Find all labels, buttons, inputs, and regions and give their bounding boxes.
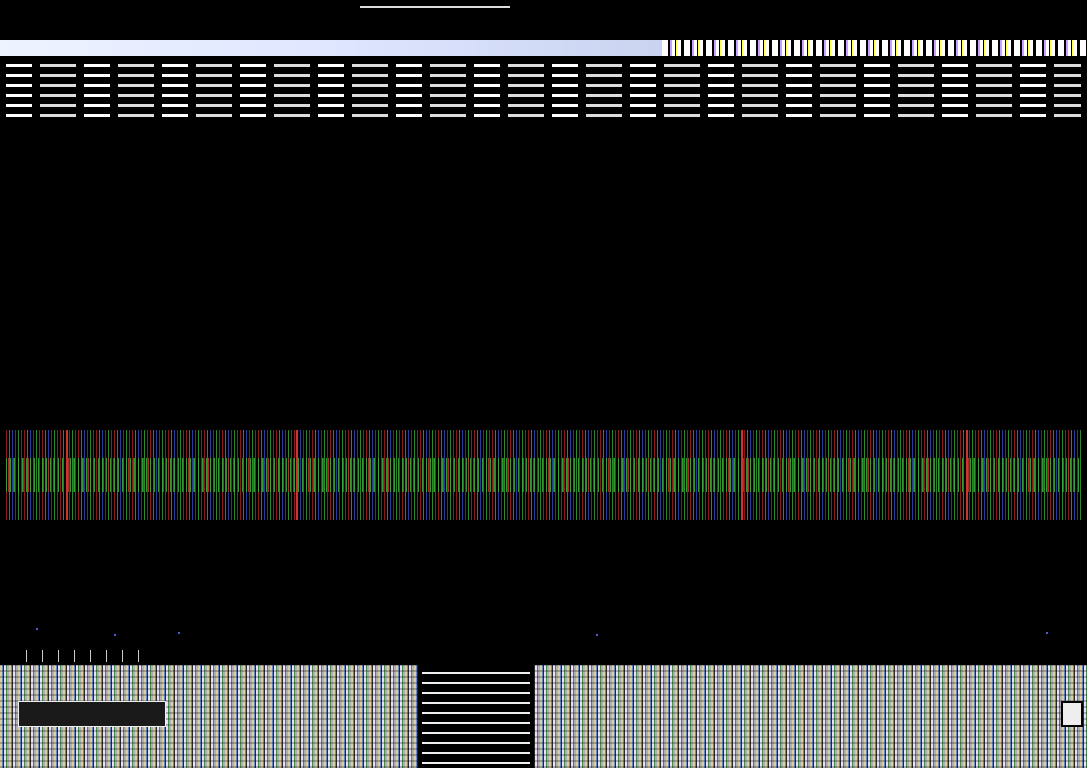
- scatter-point: [1046, 632, 1048, 634]
- barcode-strip: [662, 40, 1087, 56]
- baseline-ticks: [26, 650, 146, 662]
- center-block: [418, 665, 534, 768]
- striped-band: [6, 430, 1081, 520]
- band-divider: [296, 430, 298, 520]
- number-label: [751, 386, 821, 416]
- number-label: [751, 150, 821, 180]
- document-icon[interactable]: [1061, 701, 1083, 727]
- band-divider: [966, 430, 968, 520]
- upper-panel: [6, 120, 1081, 430]
- number-label: [751, 356, 821, 386]
- lower-panel: [6, 520, 1081, 662]
- number-label: [751, 120, 821, 150]
- number-label: [751, 238, 821, 268]
- number-label: [751, 209, 821, 239]
- title-glitch-block: [360, 6, 510, 38]
- dashed-rule: [6, 94, 1081, 97]
- number-label: [751, 179, 821, 209]
- dashed-rule: [6, 74, 1081, 77]
- scatter-point: [36, 628, 38, 630]
- band-divider: [66, 430, 68, 520]
- dashed-rule: [6, 64, 1081, 67]
- dashed-rule: [6, 84, 1081, 87]
- number-label: [751, 297, 821, 327]
- bottom-toolbar: [0, 665, 1087, 768]
- gradient-strip: [0, 40, 662, 56]
- scatter-point: [178, 632, 180, 634]
- title-banner: [0, 0, 1087, 60]
- stripe-wave: [6, 458, 1081, 492]
- number-label: [751, 327, 821, 357]
- band-divider: [741, 430, 743, 520]
- dashed-rule: [6, 104, 1081, 107]
- number-label: [751, 268, 821, 298]
- bottom-label-box: [18, 701, 166, 727]
- scatter-point: [114, 634, 116, 636]
- dashed-rules-band: [0, 60, 1087, 120]
- scatter-point: [596, 634, 598, 636]
- number-column: [751, 120, 821, 445]
- dashed-rule: [6, 114, 1081, 117]
